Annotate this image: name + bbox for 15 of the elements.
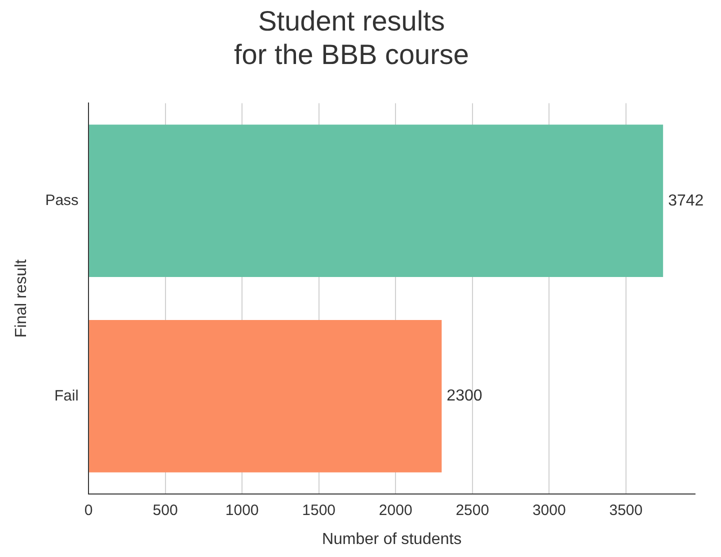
y-tick-label: Pass (45, 192, 79, 209)
x-tick-label: 1000 (225, 502, 259, 519)
x-tick-label: 2500 (456, 502, 490, 519)
x-tick-label: 500 (152, 502, 178, 519)
data-label: 2300 (446, 388, 482, 405)
y-axis-title: Final result (13, 258, 30, 338)
x-tick-label: 2000 (378, 502, 412, 519)
x-axis-title: Number of students (322, 530, 462, 548)
data-label: 3742 (668, 192, 704, 210)
y-tick-label: Fail (54, 387, 79, 404)
x-tick-label: 1500 (302, 502, 336, 519)
x-tick-label: 0 (84, 502, 93, 519)
chart-title: Student results for the BBB course (234, 6, 470, 70)
x-tick-label: 3000 (532, 502, 566, 519)
x-tick-label: 3500 (609, 502, 643, 519)
